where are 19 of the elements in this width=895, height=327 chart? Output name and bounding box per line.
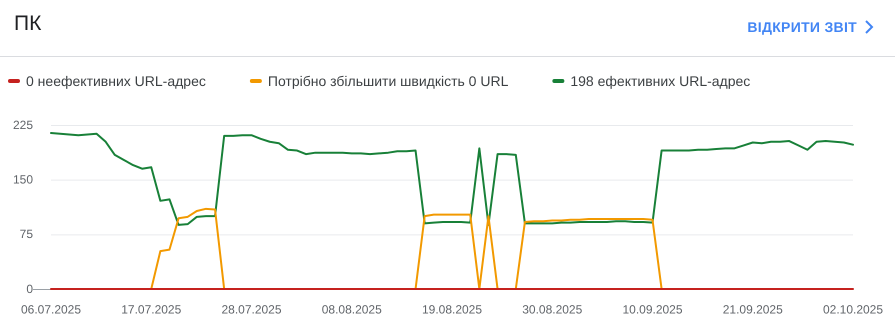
x-tick-label: 28.07.2025 xyxy=(221,302,282,317)
x-tick-label: 30.08.2025 xyxy=(522,302,583,317)
x-tick-label: 19.08.2025 xyxy=(422,302,482,317)
line-series xyxy=(50,132,854,226)
y-tick-label: 75 xyxy=(20,227,34,242)
x-tick-label: 06.07.2025 xyxy=(20,302,82,317)
x-tick-label: 02.10.2025 xyxy=(822,302,884,317)
y-tick-label: 0 xyxy=(26,282,34,296)
chart-title: ПК xyxy=(14,12,42,35)
y-tick-label: 225 xyxy=(12,118,34,132)
x-tick-label: 08.08.2025 xyxy=(322,302,382,317)
legend-label: 0 неефективних URL-адрес xyxy=(26,73,206,89)
x-tick-label: 10.09.2025 xyxy=(622,302,683,317)
legend-label: Потрібно збільшити швидкість 0 URL xyxy=(268,73,509,89)
x-tick-label: 21.09.2025 xyxy=(722,302,784,317)
y-tick-label: 150 xyxy=(12,172,34,187)
x-tick-label: 17.07.2025 xyxy=(121,302,182,317)
text: ВІДКРИТИ ЗВІТ xyxy=(747,19,858,35)
legend-label: 198 ефективних URL-адрес xyxy=(570,73,750,89)
